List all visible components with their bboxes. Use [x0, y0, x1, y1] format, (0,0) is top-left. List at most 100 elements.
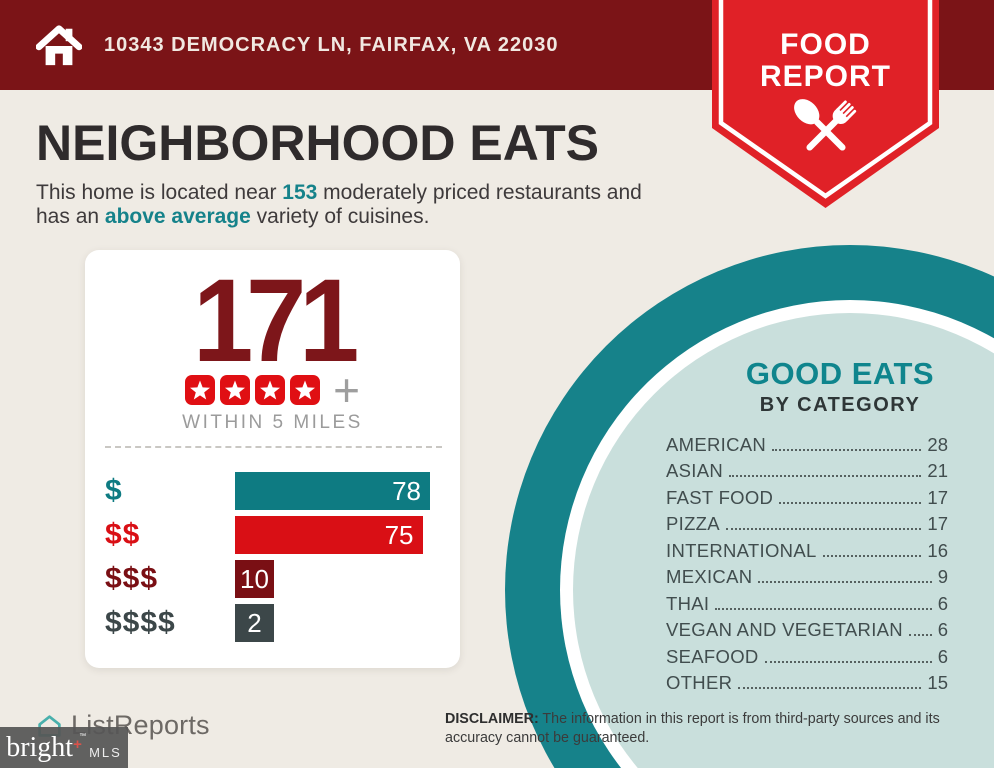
dotted-leader	[738, 687, 922, 689]
price-tier-row: $$ 75	[105, 516, 442, 554]
category-label: PIZZA	[666, 513, 720, 534]
category-row: VEGAN AND VEGETARIAN 6	[666, 615, 948, 642]
price-bar: 2	[235, 604, 274, 642]
plus-icon: +	[333, 364, 360, 416]
good-eats-header: GOOD EATS BY CATEGORY	[700, 358, 980, 415]
category-row: AMERICAN 28	[666, 429, 948, 456]
category-value: 9	[937, 566, 948, 587]
price-tier-label: $$$$	[105, 606, 176, 639]
category-label: INTERNATIONAL	[666, 539, 817, 561]
intro-line2-tail: variety of cuisines.	[250, 204, 430, 228]
star-rating: +	[85, 364, 460, 416]
brightmls-mls-label: MLS	[89, 745, 122, 760]
category-row: OTHER 15	[666, 668, 948, 695]
category-row: INTERNATIONAL 16	[666, 535, 948, 562]
price-tier-row: $$$$ 2	[105, 604, 442, 642]
price-tier-label: $$	[105, 518, 141, 551]
good-eats-title: GOOD EATS	[745, 356, 935, 391]
category-row: PIZZA 17	[666, 509, 948, 536]
category-label: AMERICAN	[666, 433, 767, 455]
dotted-leader	[725, 528, 922, 530]
dotted-leader	[758, 581, 932, 583]
price-tier-row: $$$ 10	[105, 560, 442, 598]
dotted-leader	[764, 660, 932, 663]
category-label: THAI	[666, 592, 710, 614]
category-value: 6	[937, 645, 948, 667]
star-icon	[290, 375, 321, 405]
category-value: 6	[937, 619, 948, 640]
category-label: OTHER	[666, 672, 733, 693]
intro-line1-text: This home is located near	[36, 181, 283, 204]
star-icon	[220, 375, 251, 405]
price-bar-chart: $ 78 $$ 75 $$$ 10 $$$$ 2	[105, 472, 442, 642]
price-bar: 75	[235, 516, 423, 554]
restaurant-count: 153	[282, 181, 318, 204]
category-value: 6	[937, 592, 948, 614]
category-value: 17	[927, 486, 948, 508]
property-address: 10343 DEMOCRACY LN, FAIRFAX, VA 22030	[104, 33, 559, 56]
page-title: NEIGHBORHOOD EATS	[36, 115, 599, 171]
dotted-leader	[715, 607, 932, 610]
category-value: 28	[927, 433, 948, 455]
category-label: MEXICAN	[666, 566, 753, 587]
intro-line2: has an above average variety of cuisines…	[36, 205, 696, 229]
category-label: VEGAN AND VEGETARIAN	[666, 619, 903, 640]
price-bar-value: 78	[392, 475, 421, 506]
category-label: FAST FOOD	[666, 486, 774, 508]
category-label: ASIAN	[666, 460, 724, 481]
price-bar-value: 75	[384, 519, 414, 550]
category-row: FAST FOOD 17	[666, 482, 948, 509]
price-tier-row: $ 78	[105, 472, 442, 510]
star-icon	[255, 375, 286, 405]
restaurant-stats-card: 171 + WITHIN 5 MILES $ 78 $$ 75 $$$ 10 $…	[85, 250, 460, 668]
food-report-ribbon: FOOD REPORT	[712, 0, 939, 212]
dashed-divider	[105, 446, 442, 448]
price-tier-label: $$$	[105, 562, 159, 595]
brightmls-watermark: bright + ™ MLS	[0, 727, 128, 768]
price-tier-label: $	[105, 474, 123, 507]
ribbon-title-line1: FOOD	[780, 28, 871, 61]
disclaimer-text: The information in this report is from t…	[445, 711, 940, 747]
dotted-leader	[779, 501, 922, 504]
category-value: 15	[927, 672, 948, 693]
star-icon	[185, 375, 216, 405]
dotted-leader	[822, 554, 922, 557]
ribbon-title-line2: REPORT	[759, 60, 891, 93]
category-value: 17	[927, 513, 948, 534]
category-row: SEAFOOD 6	[666, 641, 948, 668]
good-eats-subtitle: BY CATEGORY	[759, 394, 921, 416]
intro-section: NEIGHBORHOOD EATS This home is located n…	[36, 116, 696, 228]
disclaimer-label: DISCLAIMER:	[445, 711, 539, 727]
ribbon-shape	[712, 0, 939, 208]
listreports-logo: ListReports	[36, 710, 210, 741]
category-row: THAI 6	[666, 588, 948, 615]
dotted-leader	[772, 448, 922, 451]
price-bar-value: 10	[240, 563, 269, 594]
brightmls-plus: +	[73, 735, 82, 753]
category-row: MEXICAN 9	[666, 562, 948, 589]
brightmls-tm: ™	[79, 732, 87, 740]
intro-line1: This home is located near 153 moderately…	[36, 181, 696, 205]
total-restaurants: 171	[192, 255, 359, 387]
price-bar: 78	[235, 472, 430, 510]
category-value: 21	[927, 460, 948, 481]
home-icon	[36, 25, 82, 66]
star-badges	[185, 375, 321, 405]
brightmls-star-icon: + ™	[73, 732, 87, 762]
intro-line1-tail: moderately priced restaurants and	[317, 181, 642, 204]
brightmls-wordmark: bright	[6, 731, 74, 763]
price-bar-value: 2	[247, 607, 262, 638]
price-bar: 10	[235, 560, 274, 598]
dotted-leader	[908, 634, 932, 636]
spoon-fork-icon	[794, 99, 857, 151]
category-row: ASIAN 21	[666, 456, 948, 483]
radius-label: WITHIN 5 MILES	[182, 412, 363, 433]
category-value: 16	[927, 539, 948, 561]
category-label: SEAFOOD	[666, 645, 759, 667]
category-list: AMERICAN 28 ASIAN 21 FAST FOOD 17 PIZZA …	[666, 429, 948, 694]
intro-text: This home is located near 153 moderately…	[36, 181, 696, 228]
dotted-leader	[729, 475, 922, 477]
intro-line2-text: has an	[36, 204, 105, 228]
